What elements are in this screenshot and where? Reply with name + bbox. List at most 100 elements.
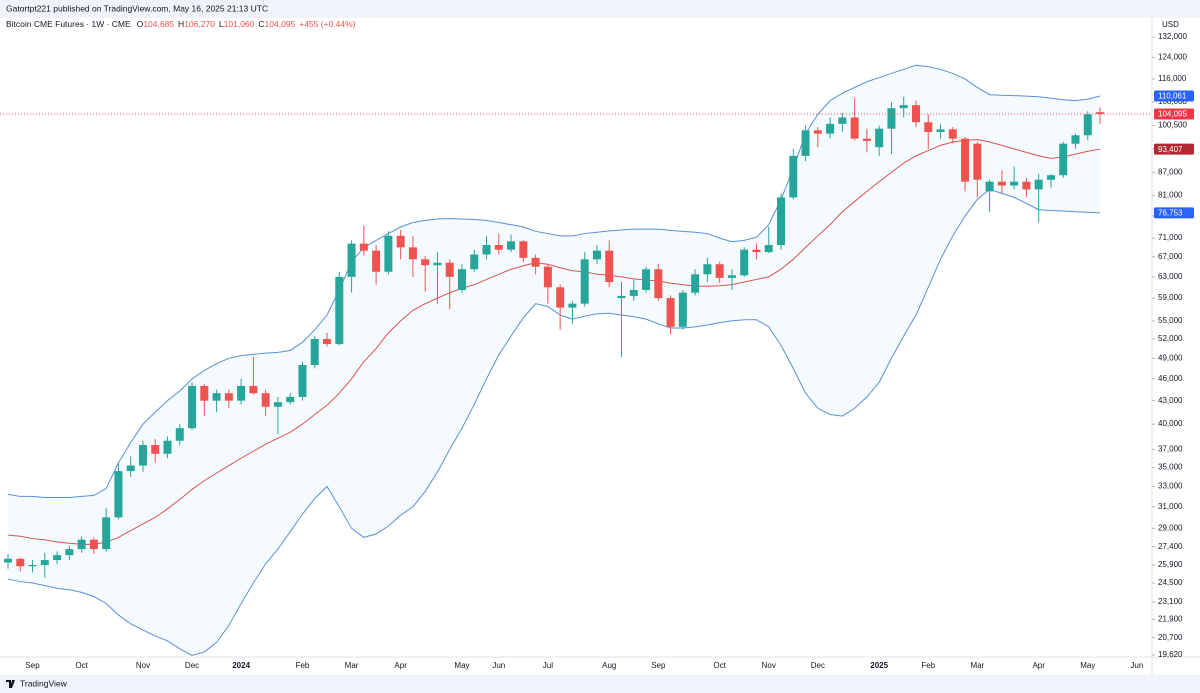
candle-body [813,130,822,134]
middle-band [7,139,1101,545]
candle-body [273,402,282,407]
y-tick-label: 29,000 [1158,523,1183,532]
candle-body [838,117,847,124]
candle-body [985,181,994,192]
x-tick-label: 2024 [232,661,250,670]
price-label-box [1154,90,1194,102]
candle-body [703,264,712,275]
candle-body [224,393,233,401]
legend-key: O [137,19,144,29]
candle-body [519,241,528,258]
y-tick-label: 108,000 [1158,97,1187,106]
price-label: 110,061 [1158,92,1187,101]
candle-body [482,245,491,255]
candle-body [188,385,197,429]
candle-body [359,243,368,251]
candle-body [28,564,37,567]
legend-key: L [219,19,224,29]
candle-body [617,295,626,299]
symbol-name: Bitcoin CME Futures · 1W · CME [6,19,131,29]
candle-body [1046,175,1055,180]
y-tick-label: 59,000 [1158,293,1183,302]
candle-body [592,250,601,260]
candle-body [531,257,540,267]
candle-body [801,130,810,156]
candle-body [175,428,184,441]
candle-body [850,117,859,139]
candle-body [654,269,663,299]
x-tick-label: Feb [296,661,310,670]
candle-body [40,560,49,565]
candle-body [138,445,147,466]
candle-body [372,250,381,272]
candle-body [777,197,786,246]
x-tick-label: Jun [1130,661,1143,670]
legend-change: +455 (+0.44%) [299,19,355,29]
candle-body [286,396,295,403]
x-tick-label: 2025 [870,661,888,670]
candle-body [1071,135,1080,144]
x-tick-label: Mar [970,661,984,670]
candle-body [727,275,736,278]
y-tick-label: 23,100 [1158,597,1183,606]
x-tick-label: Dec [811,661,825,670]
x-tick-label: Nov [136,661,150,670]
candle-body [1010,181,1019,186]
y-tick-label: 31,000 [1158,502,1183,511]
candle-body [114,471,123,518]
candle-body [629,289,638,296]
candle-body [126,465,135,472]
candle-body [151,445,160,454]
candle-body [237,385,246,401]
candle-body [580,259,589,304]
candle-body [163,440,172,454]
price-label: 93,407 [1158,145,1183,154]
candle-body [77,539,86,550]
candle-body [862,138,871,141]
candle-body [997,181,1006,186]
lower-band [7,188,1101,656]
x-tick-label: Dec [185,661,199,670]
candle-body [826,123,835,134]
legend-value: 106,270 [184,19,215,29]
candle-body [457,269,466,290]
x-tick-label: Oct [713,661,726,670]
candle-body [347,243,356,277]
x-tick-label: Aug [602,661,616,670]
price-label-box [1154,207,1194,219]
candle-body [421,259,430,266]
footer-logo [6,680,15,688]
y-tick-label: 40,000 [1158,419,1183,428]
y-tick-label: 49,000 [1158,353,1183,362]
footer-text: TradingView [20,678,68,688]
candle-body [396,235,405,248]
candle-body [1096,112,1105,115]
candle-body [605,250,614,283]
candle-body [961,138,970,182]
candle-body [1059,143,1068,176]
y-tick-label: 20,700 [1158,633,1183,642]
legend-key: C [258,19,264,29]
candle-body [335,276,344,345]
y-tick-label: 67,000 [1158,252,1183,261]
y-tick-label: 33,000 [1158,482,1183,491]
candle-body [568,303,577,308]
candle-body [16,558,25,567]
x-tick-label: May [1080,661,1095,670]
header-text: Gatortpt221 published on TradingView.com… [6,3,268,13]
y-tick-label: 52,000 [1158,334,1183,343]
price-label-box [1154,108,1194,120]
candle-body [53,555,62,561]
y-tick-label: 25,900 [1158,560,1183,569]
x-tick-label: Apr [394,661,407,670]
candle-body [543,266,552,288]
symbol: Bitcoin CME Futures · 1W · CME O104,685 H1… [6,19,356,29]
y-tick-label: 27,400 [1158,542,1183,551]
y-tick-label: 37,000 [1158,444,1183,453]
candle-body [887,108,896,129]
y-tick-label: 21,900 [1158,614,1183,623]
candle-body [323,339,332,345]
candle-body [715,264,724,278]
candle-body [764,245,773,253]
x-tick-label: Feb [921,661,935,670]
